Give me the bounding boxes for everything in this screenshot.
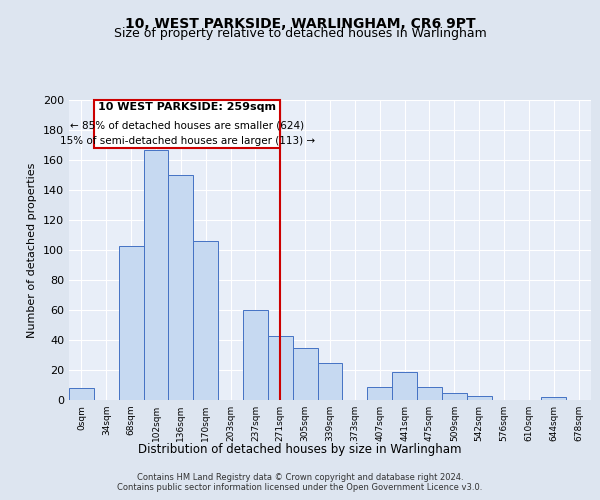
Y-axis label: Number of detached properties: Number of detached properties — [28, 162, 37, 338]
Bar — [541, 397, 566, 400]
Bar — [169, 175, 193, 400]
Bar — [119, 246, 143, 400]
Text: 10, WEST PARKSIDE, WARLINGHAM, CR6 9PT: 10, WEST PARKSIDE, WARLINGHAM, CR6 9PT — [125, 18, 475, 32]
Bar — [143, 150, 169, 400]
Bar — [268, 336, 293, 400]
Text: Contains public sector information licensed under the Open Government Licence v3: Contains public sector information licen… — [118, 484, 482, 492]
Bar — [467, 396, 491, 400]
Text: Size of property relative to detached houses in Warlingham: Size of property relative to detached ho… — [113, 28, 487, 40]
Text: 10 WEST PARKSIDE: 259sqm: 10 WEST PARKSIDE: 259sqm — [98, 102, 276, 113]
Bar — [367, 386, 392, 400]
Bar — [69, 388, 94, 400]
Text: 15% of semi-detached houses are larger (113) →: 15% of semi-detached houses are larger (… — [59, 136, 314, 146]
FancyBboxPatch shape — [94, 100, 280, 148]
Text: Distribution of detached houses by size in Warlingham: Distribution of detached houses by size … — [138, 442, 462, 456]
Bar — [193, 241, 218, 400]
Bar — [317, 362, 343, 400]
Text: Contains HM Land Registry data © Crown copyright and database right 2024.: Contains HM Land Registry data © Crown c… — [137, 472, 463, 482]
Bar — [293, 348, 317, 400]
Bar — [392, 372, 417, 400]
Bar — [243, 310, 268, 400]
Text: ← 85% of detached houses are smaller (624): ← 85% of detached houses are smaller (62… — [70, 121, 304, 131]
Bar — [442, 392, 467, 400]
Bar — [417, 386, 442, 400]
